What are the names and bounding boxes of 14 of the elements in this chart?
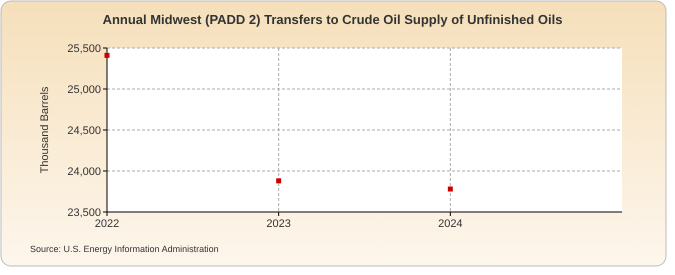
point (276, 178, 282, 184)
point (104, 52, 110, 58)
x-tick-label: 2022 (94, 218, 120, 230)
y-tick-label: 24,000 (67, 166, 101, 178)
point (448, 186, 453, 192)
y-tick-label: 25,000 (67, 84, 101, 96)
y-tick-label: 23,500 (67, 206, 101, 219)
x-tick-label: 2024 (438, 218, 463, 230)
y-tick-label: 25,500 (67, 42, 101, 55)
source-note: Source: U.S. Energy Information Administration (30, 244, 219, 254)
y-axis-title: Thousand Barrels (39, 86, 51, 174)
chart-title: Annual Midwest (PADD 2) Transfers to Crude Oil Supply of Unfinished Oils (102, 12, 562, 27)
y-tick-label: 24,500 (67, 124, 101, 137)
x-tick-label: 2023 (266, 218, 291, 230)
